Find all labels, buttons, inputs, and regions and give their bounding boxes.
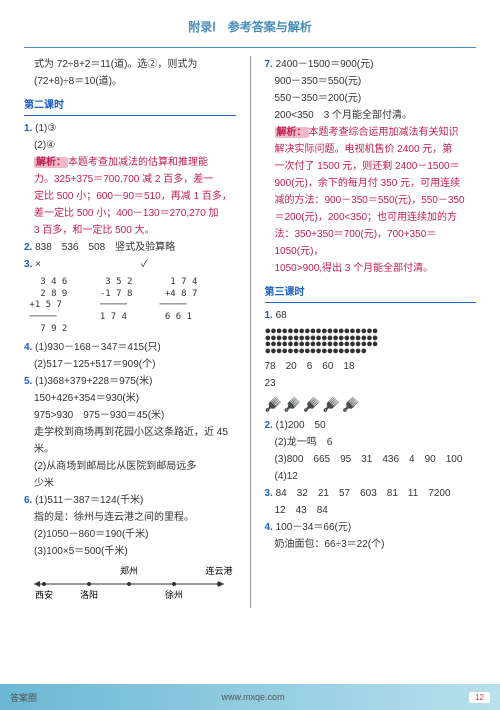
q-number: 4. bbox=[24, 342, 32, 353]
footer-url: www.mxqe.com bbox=[222, 692, 285, 702]
explanation-text: 一次付了 1500 元，则还剩 2400－1500＝ bbox=[265, 158, 477, 175]
answer-text: 走学校到商场再到花园小区这条路近，近 45 米。 bbox=[24, 424, 236, 458]
q-number: 7. bbox=[265, 59, 273, 70]
check-icon: ✓ bbox=[141, 259, 148, 270]
city-label: 西安 bbox=[35, 589, 53, 600]
left-column: 式为 72÷8+2＝11(道)。选②，则式为 (72+8)÷8＝10(道)。 第… bbox=[24, 56, 236, 608]
answer-text: (1)200 50 bbox=[276, 420, 326, 431]
q-number: 3. bbox=[24, 259, 32, 270]
answer-text: 838 536 508 竖式及验算略 bbox=[35, 242, 175, 253]
lesson-heading: 第三课时 bbox=[265, 283, 477, 298]
answer-text: (1)511－387＝124(千米) bbox=[35, 495, 143, 506]
explanation-text: 本题考查加减法的估算和推理能 bbox=[68, 157, 208, 168]
lesson-underline bbox=[24, 115, 236, 116]
explanation-text: 本题考查综合运用加减法有关知识 bbox=[309, 127, 459, 138]
math-columns: 3 4 6 3 5 2 1 7 4 2 8 9 -1 7 8 +4 8 7 +1… bbox=[24, 277, 236, 335]
answer-text: 900－350＝550(元) bbox=[265, 73, 477, 90]
q-number: 1. bbox=[265, 310, 273, 321]
q-number: 5. bbox=[24, 376, 32, 387]
city-label: 郑州 bbox=[120, 565, 138, 576]
explanation-label: 解析： bbox=[275, 127, 309, 138]
answer-text: (2)1050－860＝190(千米) bbox=[24, 526, 236, 543]
answer-text: 200<350 3 个月能全部付清。 bbox=[265, 107, 477, 124]
answer-text: (3)100×5＝500(千米) bbox=[24, 543, 236, 560]
answer-text: 少米 bbox=[24, 475, 236, 492]
answer-text: 奶油面包：66÷3＝22(个) bbox=[265, 536, 477, 553]
explanation-text: 解决实际问题。电视机售价 2400 元，第 bbox=[265, 141, 477, 158]
footer-brand: 答案圈 bbox=[10, 691, 37, 704]
answer-text: 23 bbox=[265, 375, 477, 392]
answer-text: (1)③ bbox=[35, 123, 56, 134]
explanation-text: 3 百多，和一定比 500 大。 bbox=[24, 222, 236, 239]
explanation-label: 解析： bbox=[34, 157, 68, 168]
comb-diagram: 🪮🪮🪮🪮🪮 bbox=[265, 396, 477, 413]
lesson-underline bbox=[265, 302, 477, 303]
content-columns: 式为 72÷8+2＝11(道)。选②，则式为 (72+8)÷8＝10(道)。 第… bbox=[24, 56, 476, 608]
q-number: 4. bbox=[265, 522, 273, 533]
answer-text: (2)517－125+517＝909(个) bbox=[24, 356, 236, 373]
explanation-text: ＝200(元)，200<350；也可用连续加的方 bbox=[265, 209, 477, 226]
explanation-text: 差一定比 500 小；400－130＝270,270 加 bbox=[24, 205, 236, 222]
right-column: 7. 2400－1500＝900(元) 900－350＝550(元) 550－3… bbox=[265, 56, 477, 608]
explanation-text: 1050>900,得出 3 个月能全部付清。 bbox=[265, 260, 477, 277]
answer-text: 12 43 84 bbox=[265, 502, 477, 519]
answer-text: 975>930 975－930＝45(米) bbox=[24, 407, 236, 424]
text-line: (72+8)÷8＝10(道)。 bbox=[24, 73, 236, 90]
city-label: 徐州 bbox=[165, 589, 183, 600]
q-number: 6. bbox=[24, 495, 32, 506]
explanation-text: 力。325+375＝700,700 减 2 百多，差一 bbox=[24, 171, 236, 188]
page-number: 12 bbox=[469, 692, 490, 703]
answer-text: 100－34＝66(元) bbox=[276, 522, 352, 533]
answer-text: 78 20 6 60 18 bbox=[265, 358, 477, 375]
column-divider bbox=[250, 56, 251, 608]
q-number: 2. bbox=[265, 420, 273, 431]
answer-text: (2)从商场到邮局比从医院到邮局远多 bbox=[24, 458, 236, 475]
explanation-text: 法：350+350＝700(元)，700+350＝1050(元)， bbox=[265, 226, 477, 260]
answer-text: 550－350＝200(元) bbox=[265, 90, 477, 107]
answer-text: × bbox=[35, 259, 41, 270]
answer-text: (3)800 665 95 31 436 4 90 100 bbox=[265, 451, 477, 468]
dots-diagram: ●●●●●●●●●●●●●●●●●●●● ●●●●●●●●●●●●●●●●●●●… bbox=[265, 328, 477, 354]
answer-text: 2400－1500＝900(元) bbox=[276, 59, 374, 70]
q-number: 2. bbox=[24, 242, 32, 253]
text-line: 式为 72÷8+2＝11(道)。选②，则式为 bbox=[24, 56, 236, 73]
footer-bar: 答案圈 www.mxqe.com 12 bbox=[0, 684, 500, 710]
answer-text: (2)龙一鸣 6 bbox=[265, 434, 477, 451]
answer-text: 指的是：徐州与连云港之间的里程。 bbox=[24, 509, 236, 526]
answer-text: 68 bbox=[276, 310, 287, 321]
q-number: 3. bbox=[265, 488, 273, 499]
city-label: 洛阳 bbox=[80, 589, 98, 600]
answer-text: 84 32 21 57 603 81 11 7200 bbox=[276, 488, 451, 499]
explanation-text: 定比 500 小；600－90＝510，再减 1 百多， bbox=[24, 188, 236, 205]
page-title: 附录Ⅰ 参考答案与解析 bbox=[24, 18, 476, 35]
answer-text: 150+426+354＝930(米) bbox=[24, 390, 236, 407]
route-diagram: 西安 洛阳 郑州 徐州 连云港 bbox=[24, 564, 236, 604]
header-divider bbox=[24, 47, 476, 48]
explanation-text: 减的方法：900－350＝550(元)，550－350 bbox=[265, 192, 477, 209]
q-number: 1. bbox=[24, 123, 32, 134]
answer-text: (1)368+379+228＝975(米) bbox=[35, 376, 152, 387]
answer-text: (1)930－168－347＝415(只) bbox=[35, 342, 161, 353]
answer-text: (2)④ bbox=[24, 137, 236, 154]
answer-text: (4)12 bbox=[265, 468, 477, 485]
route-svg: 西安 洛阳 郑州 徐州 连云港 bbox=[24, 564, 234, 602]
explanation-text: 900(元)，余下的每月付 350 元，可用连续 bbox=[265, 175, 477, 192]
lesson-heading: 第二课时 bbox=[24, 96, 236, 111]
city-label: 连云港 bbox=[205, 565, 232, 576]
